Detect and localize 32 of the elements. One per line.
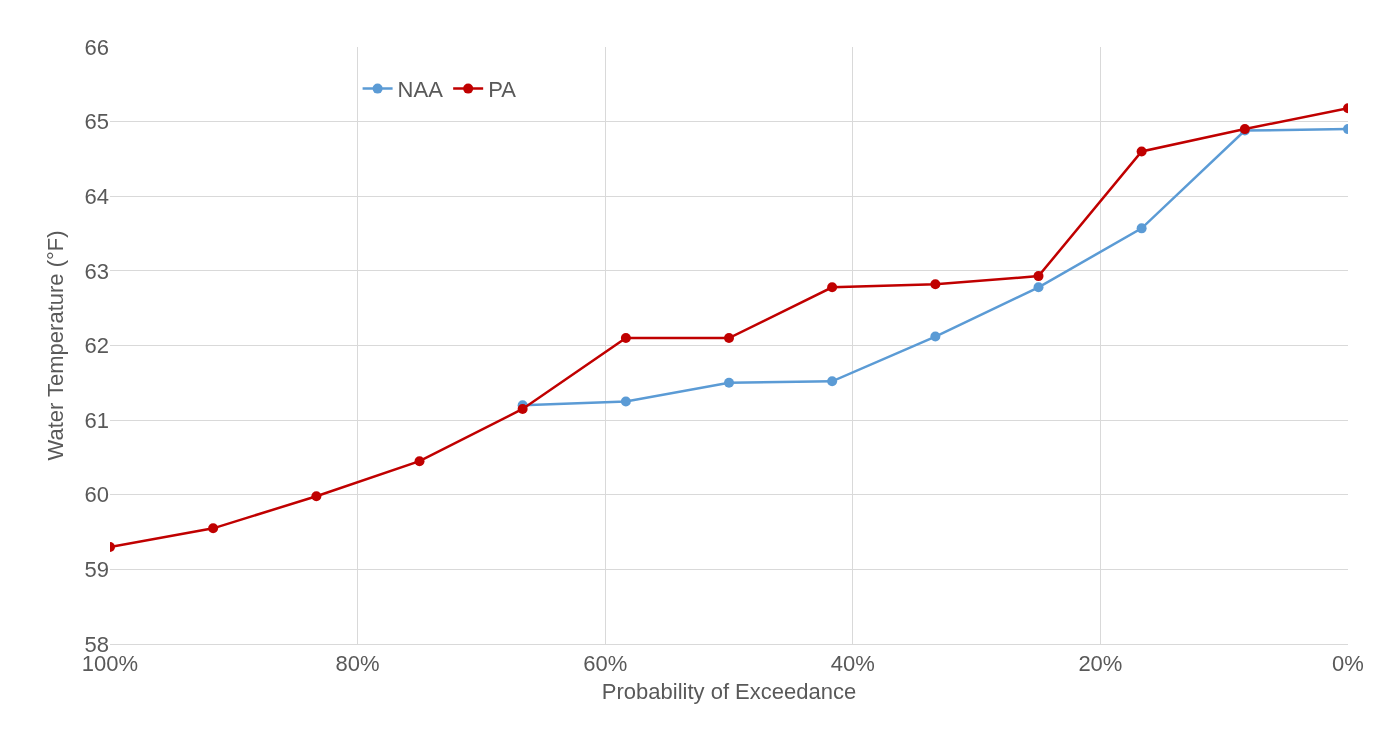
legend-label: PA [488, 77, 517, 103]
point [827, 282, 838, 293]
y-tick-label: 65 [84, 109, 109, 135]
x-tick-label: 0% [1332, 651, 1364, 677]
point [620, 396, 631, 407]
point [827, 376, 838, 387]
y-tick-label: 60 [84, 482, 109, 508]
y-tick-label: 61 [84, 407, 109, 433]
x-tick-label: 60% [583, 651, 628, 677]
x-tick-label: 20% [1078, 651, 1123, 677]
point [414, 456, 425, 467]
point [930, 279, 941, 290]
point [1136, 146, 1147, 157]
legend-label: NAA [397, 77, 444, 103]
point [311, 491, 322, 502]
y-axis-title: Water Temperature (°F) [43, 230, 69, 461]
x-tick-label: 40% [830, 651, 875, 677]
point [724, 377, 734, 388]
x-axis-title: Probability of Exceedance [601, 679, 857, 705]
y-tick-label: 62 [84, 333, 109, 359]
y-tick-label: 66 [84, 34, 109, 60]
point [724, 333, 734, 344]
point [620, 333, 631, 344]
point [930, 331, 941, 342]
point [1033, 282, 1044, 293]
point [1136, 223, 1147, 234]
y-tick-label: 59 [84, 557, 109, 583]
point [1033, 271, 1044, 282]
y-tick-label: 64 [84, 183, 109, 209]
point [208, 523, 219, 534]
x-tick-label: 80% [335, 651, 380, 677]
y-tick-label: 63 [84, 258, 109, 284]
